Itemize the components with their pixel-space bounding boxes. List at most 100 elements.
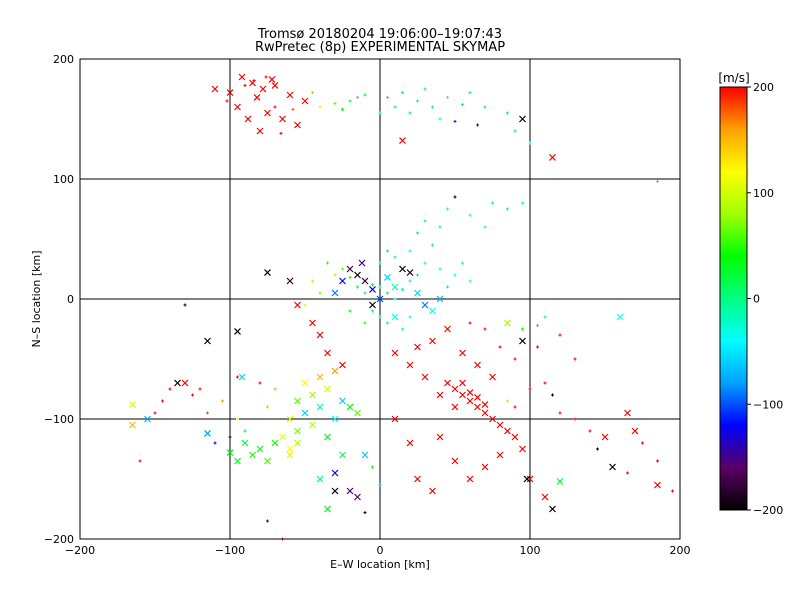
y-tick-label: 200	[53, 53, 74, 66]
data-point-cross	[331, 469, 339, 477]
data-point-cross	[286, 445, 294, 453]
data-point-cross	[549, 153, 556, 161]
data-point-cross	[451, 385, 459, 393]
data-point-cross	[234, 327, 241, 335]
data-point-plus	[483, 327, 487, 331]
data-point-cross	[324, 385, 331, 393]
data-point-cross	[519, 115, 526, 123]
data-point-cross	[504, 319, 511, 327]
data-point-plus	[363, 93, 367, 97]
data-point-plus	[264, 75, 268, 79]
data-point-plus	[221, 399, 224, 403]
data-point-cross	[309, 391, 316, 399]
data-point-cross	[406, 269, 414, 277]
data-point-cross	[474, 403, 481, 411]
data-point-cross	[429, 487, 436, 495]
data-point-plus	[453, 119, 457, 123]
data-point-plus	[551, 393, 554, 397]
data-point-cross	[481, 409, 489, 417]
data-point-cross	[481, 463, 489, 471]
data-point-plus	[671, 489, 674, 493]
data-point-plus	[236, 417, 239, 421]
data-point-cross	[406, 361, 414, 369]
data-point-plus	[513, 129, 517, 133]
data-point-cross	[526, 475, 534, 483]
x-tick-label: −200	[65, 544, 95, 557]
data-point-plus	[573, 357, 577, 361]
data-point-cross	[339, 361, 346, 369]
data-point-cross	[358, 259, 366, 267]
data-point-cross	[609, 463, 616, 471]
data-point-cross	[459, 379, 466, 387]
data-point-plus	[423, 219, 427, 223]
data-point-plus	[513, 405, 517, 409]
y-tick-label: 0	[67, 293, 74, 306]
data-point-plus	[573, 417, 577, 421]
data-point-cross	[264, 109, 271, 117]
data-point-plus	[266, 519, 269, 523]
data-point-plus	[401, 327, 404, 331]
data-point-plus	[416, 99, 419, 103]
data-point-cross	[279, 433, 286, 441]
data-point-plus	[543, 381, 547, 385]
data-point-plus	[341, 267, 344, 271]
data-point-plus	[513, 357, 517, 361]
data-point-cross	[436, 295, 444, 303]
data-point-plus	[378, 111, 382, 115]
data-point-cross	[244, 115, 252, 123]
data-points	[129, 73, 674, 541]
data-point-plus	[291, 107, 295, 111]
data-point-plus	[528, 387, 532, 391]
data-point-plus	[536, 323, 539, 327]
data-point-cross	[339, 451, 346, 459]
data-point-plus	[408, 279, 412, 283]
data-point-plus	[401, 287, 404, 291]
data-point-cross	[346, 403, 354, 411]
data-point-plus	[326, 261, 329, 265]
chart-title: Tromsø 20180204 19:06:00–19:07:43	[257, 27, 502, 42]
data-point-plus	[408, 111, 412, 115]
data-point-cross	[259, 85, 267, 93]
data-point-cross	[234, 103, 241, 111]
data-point-cross	[466, 475, 474, 483]
data-point-cross	[429, 337, 436, 345]
data-point-plus	[333, 273, 337, 277]
data-point-cross	[226, 449, 234, 457]
data-point-plus	[476, 123, 479, 127]
data-point-plus	[468, 91, 472, 95]
data-point-plus	[438, 117, 442, 121]
data-point-cross	[316, 373, 324, 381]
data-point-cross	[268, 75, 276, 83]
data-point-plus	[656, 179, 659, 183]
x-tick-label: 200	[670, 544, 691, 557]
data-point-cross	[444, 379, 451, 387]
data-point-plus	[318, 291, 322, 295]
data-point-cross	[294, 397, 301, 405]
data-point-plus	[225, 99, 229, 103]
data-point-cross	[631, 427, 639, 435]
colorbar-tick-label: −100	[753, 398, 783, 411]
data-point-cross	[541, 493, 549, 501]
data-point-plus	[431, 105, 434, 109]
data-point-cross	[181, 379, 189, 387]
data-point-plus	[558, 411, 562, 415]
data-point-cross	[421, 301, 429, 309]
data-point-cross	[271, 439, 279, 447]
data-point-plus	[626, 471, 629, 475]
data-point-plus	[341, 107, 344, 111]
data-point-plus	[393, 297, 397, 301]
data-point-cross	[406, 439, 414, 447]
data-point-plus	[138, 459, 142, 463]
data-point-plus	[416, 273, 419, 277]
data-point-plus	[378, 315, 382, 319]
data-point-plus	[596, 447, 599, 451]
data-point-cross	[391, 313, 399, 321]
data-point-plus	[461, 103, 464, 107]
data-point-plus	[311, 279, 314, 283]
data-point-cross	[361, 451, 369, 459]
data-point-plus	[453, 195, 457, 199]
data-point-plus	[378, 285, 382, 289]
data-point-plus	[588, 429, 592, 433]
data-point-cross	[354, 409, 361, 417]
data-point-plus	[468, 321, 472, 325]
